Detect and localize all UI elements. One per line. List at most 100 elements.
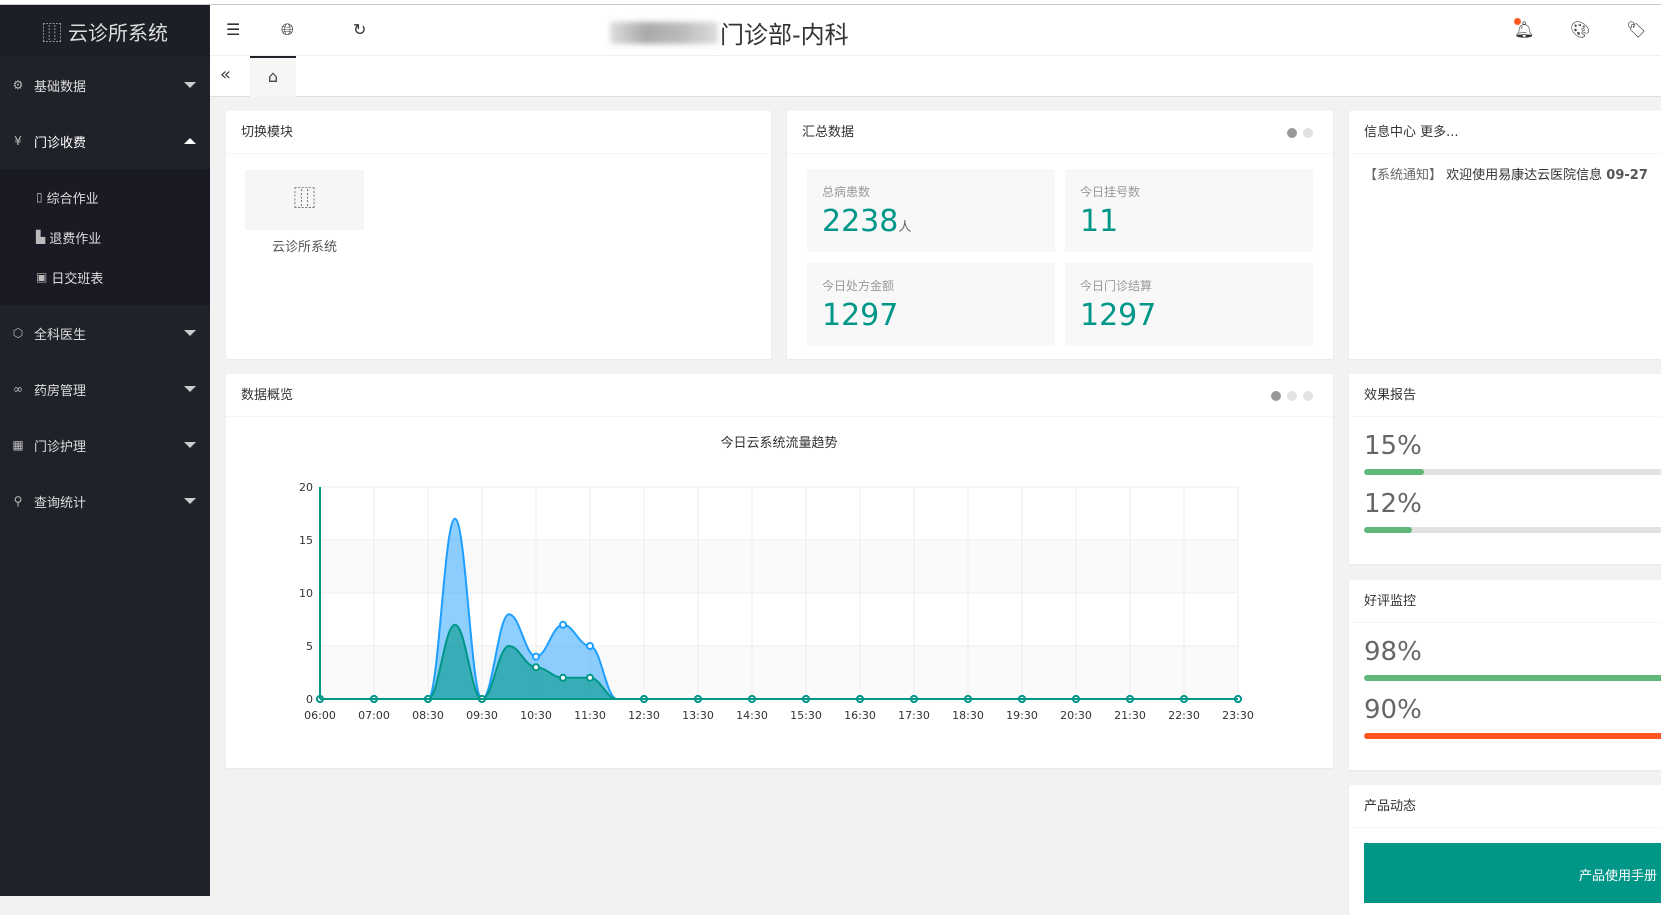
stat-value: 11 <box>1080 204 1119 239</box>
caret-down-icon <box>184 386 196 392</box>
stat-label: 总病患数 <box>822 185 871 199</box>
progress-bar <box>1364 675 1661 681</box>
sidebar-item-label: 门诊护理 <box>34 439 87 455</box>
caret-up-icon <box>184 138 196 144</box>
search-icon: ⚲ <box>13 494 23 508</box>
blurred-text <box>610 21 718 44</box>
card-title: 数据概览 <box>241 388 294 403</box>
sidebar-item-nursing[interactable]: ▦ 门诊护理 <box>0 417 210 473</box>
yen-icon: ¥ <box>14 134 22 148</box>
palette-icon[interactable]: 🎨︎ <box>1570 20 1591 39</box>
x-tick-label: 14:30 <box>736 709 768 722</box>
x-tick-label: 23:30 <box>1222 709 1254 722</box>
module-label[interactable]: 云诊所系统 <box>271 240 337 255</box>
notice-date: 09-27 <box>1606 168 1648 183</box>
caret-down-icon <box>184 442 196 448</box>
stat-value: 1297 <box>1080 298 1157 333</box>
x-tick-label: 07:00 <box>358 709 390 722</box>
x-tick-label: 22:30 <box>1168 709 1200 722</box>
stat-total-patients: 总病患数 2238人 <box>807 169 1055 252</box>
sidebar-item-pharmacy[interactable]: ∞ 药房管理 <box>0 361 210 417</box>
effect-report-card: 效果报告 15% 12% <box>1349 374 1661 564</box>
tag-icon[interactable]: 🏷︎ <box>1626 20 1647 39</box>
progress-fill <box>1364 675 1661 681</box>
menu-fold-icon[interactable]: ☰ <box>226 20 241 39</box>
carousel-dots[interactable] <box>1271 391 1313 401</box>
x-tick-label: 19:30 <box>1006 709 1038 722</box>
progress-fill <box>1364 733 1661 739</box>
submenu-label: 退费作业 <box>49 231 102 247</box>
report-icon: ▣ <box>36 270 48 284</box>
x-tick-label: 18:30 <box>952 709 984 722</box>
data-point <box>559 673 567 682</box>
tab-bar: « ⌂ <box>210 56 1661 97</box>
submenu-item-refund[interactable]: ▙ 退费作业 <box>0 217 210 257</box>
notice-item[interactable]: 【系统通知】 欢迎使用易康达云医院信息 09-27 <box>1349 154 1661 193</box>
sidebar-item-general-doctor[interactable]: ⬡ 全科医生 <box>0 305 210 361</box>
progress-value: 12% <box>1364 489 1422 519</box>
card-header: 汇总数据 <box>787 111 1333 154</box>
sidebar-item-label: 查询统计 <box>34 495 87 511</box>
logo-icon: ⿲ <box>42 20 62 45</box>
submenu: ▯ 综合作业 ▙ 退费作业 ▣ 日交班表 <box>0 169 210 305</box>
series-area <box>320 624 1238 699</box>
x-tick-label: 20:30 <box>1060 709 1092 722</box>
stat-label: 今日挂号数 <box>1080 185 1141 199</box>
product-manual-button[interactable]: 产品使用手册 <box>1364 843 1661 903</box>
review-monitor-card: 好评监控 98% 90% <box>1349 580 1661 770</box>
card-title: 好评监控 <box>1349 580 1661 623</box>
tab-home[interactable]: ⌂ <box>250 56 296 97</box>
logo-text: 云诊所系统 <box>68 20 168 45</box>
progress-value: 15% <box>1364 431 1422 461</box>
data-point <box>586 673 594 682</box>
grid-icon: ▦ <box>12 438 24 452</box>
data-point <box>532 663 540 672</box>
progress-bar <box>1364 469 1661 475</box>
sidebar-item-basic-data[interactable]: ⚙ 基础数据 <box>0 57 210 113</box>
folder-icon: ▙ <box>36 230 46 244</box>
notice-tag: 【系统通知】 <box>1364 168 1443 183</box>
stat-label: 今日处方金额 <box>822 279 895 293</box>
progress-fill <box>1364 469 1424 475</box>
switch-module-card: 切换模块 ⿲ 云诊所系统 <box>226 111 771 359</box>
card-title[interactable]: 信息中心 更多... <box>1349 111 1661 154</box>
bell-icon[interactable]: 🔔︎ <box>1514 18 1535 39</box>
clinic-icon: ⿲ <box>293 187 316 212</box>
sidebar-item-label: 基础数据 <box>34 79 87 95</box>
page-title-text: 门诊部-内科 <box>720 21 849 49</box>
sidebar: ⿲云诊所系统 ⚙ 基础数据 ¥ 门诊收费 ▯ 综合作业 ▙ 退费作业 ▣ 日交班表 ⬡ 全科… <box>0 5 210 896</box>
globe-icon[interactable]: 🌐︎ <box>281 20 294 39</box>
card-title: 汇总数据 <box>802 125 855 140</box>
refresh-icon[interactable]: ↻ <box>353 20 367 39</box>
series-area <box>320 518 1238 699</box>
y-tick-label: 5 <box>306 640 313 653</box>
info-center-card: 信息中心 更多... 【系统通知】 欢迎使用易康达云医院信息 09-27 <box>1349 111 1661 359</box>
caret-down-icon <box>184 498 196 504</box>
browser-edge <box>0 0 1661 5</box>
y-tick-label: 10 <box>299 587 313 600</box>
double-chevron-left-icon[interactable]: « <box>220 64 232 85</box>
submenu-label: 日交班表 <box>51 271 104 287</box>
card-header: 数据概览 <box>226 374 1333 417</box>
submenu-item-shift-report[interactable]: ▣ 日交班表 <box>0 257 210 297</box>
carousel-dots[interactable] <box>1287 128 1313 138</box>
document-icon: ▯ <box>36 190 43 204</box>
x-tick-label: 11:30 <box>574 709 606 722</box>
x-tick-label: 17:30 <box>898 709 930 722</box>
caret-down-icon <box>184 82 196 88</box>
data-point <box>559 620 567 629</box>
notice-text: 欢迎使用易康达云医院信息 <box>1442 168 1607 183</box>
sidebar-item-outpatient-fee[interactable]: ¥ 门诊收费 <box>0 113 210 169</box>
module-tile[interactable]: ⿲ <box>245 170 364 230</box>
progress-bar <box>1364 527 1661 533</box>
sidebar-item-statistics[interactable]: ⚲ 查询统计 <box>0 473 210 529</box>
x-tick-label: 06:00 <box>304 709 336 722</box>
stat-unit: 人 <box>898 220 912 235</box>
submenu-item-general[interactable]: ▯ 综合作业 <box>0 177 210 217</box>
x-tick-label: 21:30 <box>1114 709 1146 722</box>
progress-bar <box>1364 733 1661 739</box>
logo[interactable]: ⿲云诊所系统 <box>0 5 210 57</box>
chart-title: 今日云系统流量趋势 <box>720 435 837 451</box>
stat-settlement: 今日门诊结算 1297 <box>1065 263 1313 346</box>
y-tick-label: 15 <box>299 534 313 547</box>
